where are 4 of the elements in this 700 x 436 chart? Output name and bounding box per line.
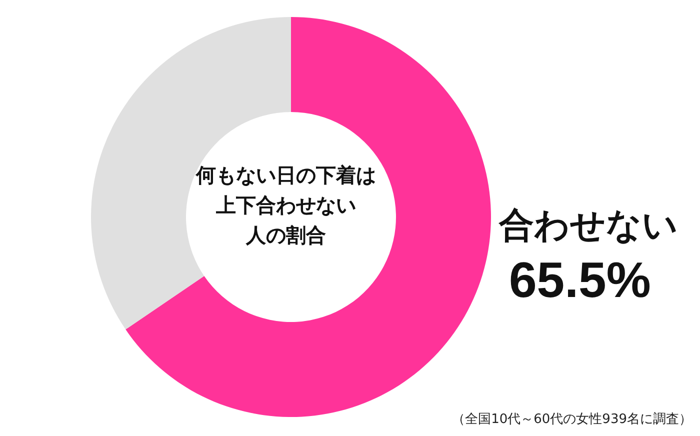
text: （全国10代～60代の女性939名に調査） [452,411,692,428]
data-label: 65.5% [509,252,651,308]
text: 何もない日の下着は上下合わせない人の割合 [195,163,376,247]
slice-label: 合わせない [498,206,678,246]
